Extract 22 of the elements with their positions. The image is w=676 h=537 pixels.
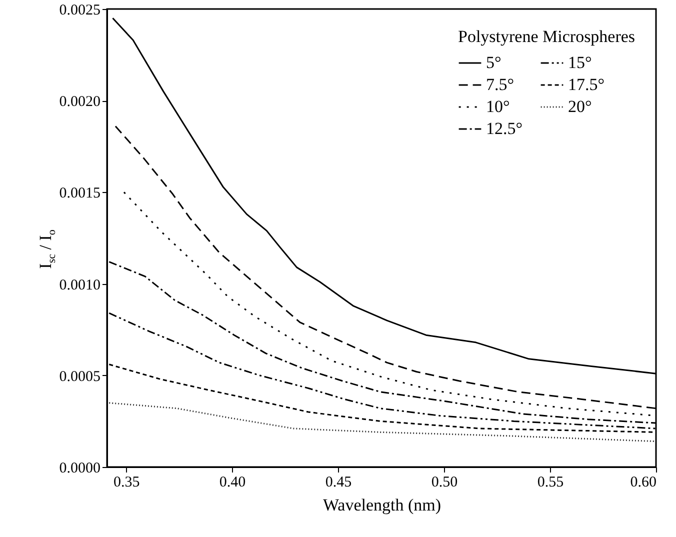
legend-title: Polystyrene Microspheres (458, 27, 636, 46)
x-tick-label: 0.60 (630, 474, 656, 490)
x-axis-title: Wavelength (nm) (322, 496, 442, 514)
legend-label: 7.5° (486, 75, 514, 94)
legend-label: 20° (568, 97, 592, 116)
x-tick-label: 0.50 (431, 474, 458, 490)
legend-label: 10° (486, 97, 510, 116)
line-series (108, 402, 657, 442)
y-tick-label: 0.0015 (59, 186, 100, 202)
legend-label: 5° (486, 53, 502, 72)
y-tick-label: 0.0000 (59, 460, 100, 476)
legend-label: 12.5° (486, 119, 523, 138)
y-tick-label: 0.0025 (59, 2, 100, 18)
x-tick-label: 0.55 (537, 474, 564, 490)
x-tick-label: 0.45 (325, 474, 352, 490)
legend-label: 15° (568, 53, 592, 72)
y-tick-label: 0.0020 (59, 94, 100, 110)
x-tick-label: 0.35 (113, 474, 140, 490)
y-tick-label: 0.0010 (59, 277, 100, 294)
x-tick-label: 0.40 (219, 474, 246, 490)
y-tick-label: 0.0005 (59, 368, 100, 385)
legend-label: 17.5° (568, 75, 605, 94)
